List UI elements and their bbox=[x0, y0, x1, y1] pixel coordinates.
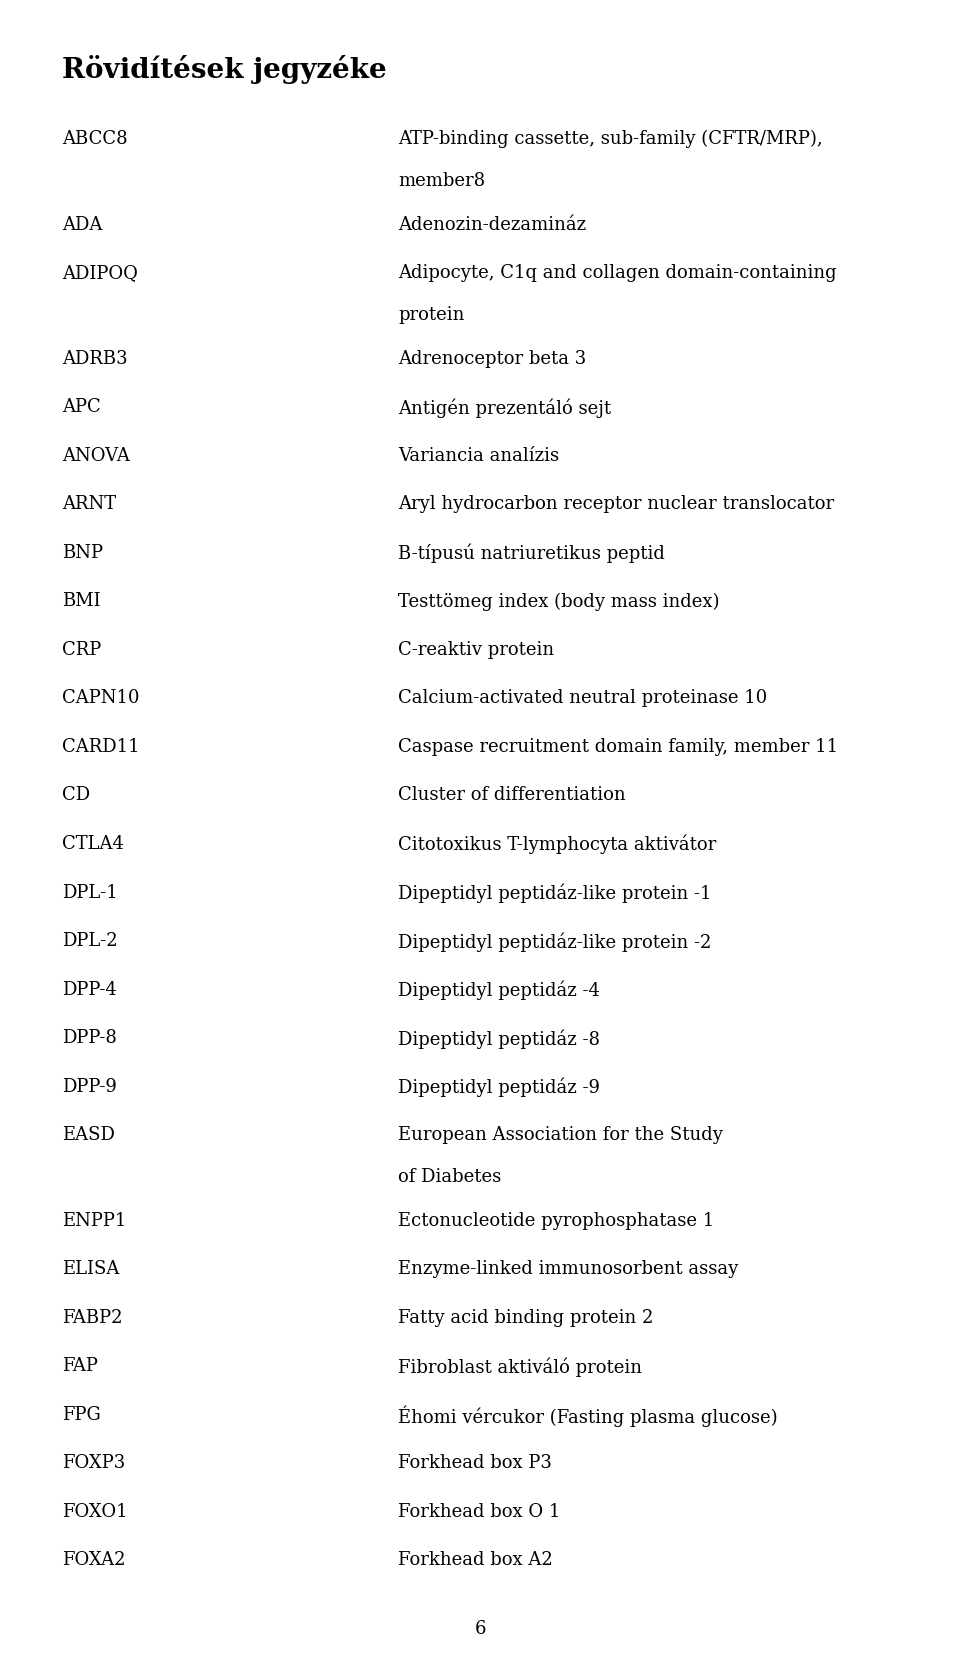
Text: Dipeptidyl peptidáz-like protein -2: Dipeptidyl peptidáz-like protein -2 bbox=[398, 932, 711, 952]
Text: European Association for the Study: European Association for the Study bbox=[398, 1125, 723, 1143]
Text: Forkhead box A2: Forkhead box A2 bbox=[398, 1551, 553, 1569]
Text: ADIPOQ: ADIPOQ bbox=[62, 265, 138, 281]
Text: ARNT: ARNT bbox=[62, 494, 116, 513]
Text: Calcium-activated neutral proteinase 10: Calcium-activated neutral proteinase 10 bbox=[398, 689, 768, 707]
Text: CTLA4: CTLA4 bbox=[62, 834, 124, 852]
Text: ELISA: ELISA bbox=[62, 1260, 120, 1278]
Text: Fatty acid binding protein 2: Fatty acid binding protein 2 bbox=[398, 1308, 654, 1326]
Text: ADRB3: ADRB3 bbox=[62, 349, 128, 368]
Text: Dipeptidyl peptidáz -4: Dipeptidyl peptidáz -4 bbox=[398, 980, 600, 1000]
Text: Caspase recruitment domain family, member 11: Caspase recruitment domain family, membe… bbox=[398, 737, 838, 755]
Text: of Diabetes: of Diabetes bbox=[398, 1166, 502, 1185]
Text: Éhomi vércukor (Fasting plasma glucose): Éhomi vércukor (Fasting plasma glucose) bbox=[398, 1404, 778, 1426]
Text: member8: member8 bbox=[398, 171, 486, 190]
Text: 6: 6 bbox=[474, 1619, 486, 1637]
Text: DPP-8: DPP-8 bbox=[62, 1028, 117, 1047]
Text: FOXO1: FOXO1 bbox=[62, 1503, 128, 1519]
Text: Forkhead box O 1: Forkhead box O 1 bbox=[398, 1503, 561, 1519]
Text: FPG: FPG bbox=[62, 1404, 101, 1423]
Text: DPL-1: DPL-1 bbox=[62, 884, 118, 900]
Text: FABP2: FABP2 bbox=[62, 1308, 123, 1326]
Text: ENPP1: ENPP1 bbox=[62, 1211, 127, 1230]
Text: Citotoxikus T-lymphocyta aktivátor: Citotoxikus T-lymphocyta aktivátor bbox=[398, 834, 717, 854]
Text: Antigén prezentáló sejt: Antigén prezentáló sejt bbox=[398, 398, 612, 418]
Text: Ectonucleotide pyrophosphatase 1: Ectonucleotide pyrophosphatase 1 bbox=[398, 1211, 714, 1230]
Text: CAPN10: CAPN10 bbox=[62, 689, 140, 707]
Text: ANOVA: ANOVA bbox=[62, 446, 131, 464]
Text: ATP-binding cassette, sub-family (CFTR/MRP),: ATP-binding cassette, sub-family (CFTR/M… bbox=[398, 130, 823, 148]
Text: EASD: EASD bbox=[62, 1125, 115, 1143]
Text: Dipeptidyl peptidáz -9: Dipeptidyl peptidáz -9 bbox=[398, 1077, 600, 1097]
Text: Forkhead box P3: Forkhead box P3 bbox=[398, 1454, 552, 1471]
Text: ADA: ADA bbox=[62, 215, 103, 233]
Text: Adrenoceptor beta 3: Adrenoceptor beta 3 bbox=[398, 349, 587, 368]
Text: Adipocyte, C1q and collagen domain-containing: Adipocyte, C1q and collagen domain-conta… bbox=[398, 265, 837, 281]
Text: Adenozin-dezamináz: Adenozin-dezamináz bbox=[398, 215, 587, 233]
Text: DPP-9: DPP-9 bbox=[62, 1077, 117, 1095]
Text: Fibroblast aktiváló protein: Fibroblast aktiváló protein bbox=[398, 1356, 642, 1376]
Text: APC: APC bbox=[62, 398, 101, 416]
Text: FAP: FAP bbox=[62, 1356, 98, 1374]
Text: Rövidítések jegyzéke: Rövidítések jegyzéke bbox=[62, 55, 387, 83]
Text: Variancia analízis: Variancia analízis bbox=[398, 446, 560, 464]
Text: Aryl hydrocarbon receptor nuclear translocator: Aryl hydrocarbon receptor nuclear transl… bbox=[398, 494, 834, 513]
Text: B-típusú natriuretikus peptid: B-típusú natriuretikus peptid bbox=[398, 544, 665, 562]
Text: Dipeptidyl peptidáz -8: Dipeptidyl peptidáz -8 bbox=[398, 1028, 600, 1048]
Text: BNP: BNP bbox=[62, 544, 104, 561]
Text: BMI: BMI bbox=[62, 592, 101, 611]
Text: CARD11: CARD11 bbox=[62, 737, 140, 755]
Text: protein: protein bbox=[398, 306, 465, 324]
Text: CRP: CRP bbox=[62, 641, 102, 659]
Text: FOXA2: FOXA2 bbox=[62, 1551, 126, 1569]
Text: ABCC8: ABCC8 bbox=[62, 130, 128, 148]
Text: CD: CD bbox=[62, 785, 90, 804]
Text: Enzyme-linked immunosorbent assay: Enzyme-linked immunosorbent assay bbox=[398, 1260, 738, 1278]
Text: Cluster of differentiation: Cluster of differentiation bbox=[398, 785, 626, 804]
Text: Dipeptidyl peptidáz-like protein -1: Dipeptidyl peptidáz-like protein -1 bbox=[398, 884, 712, 902]
Text: C-reaktiv protein: C-reaktiv protein bbox=[398, 641, 555, 659]
Text: DPP-4: DPP-4 bbox=[62, 980, 117, 998]
Text: Testtömeg index (body mass index): Testtömeg index (body mass index) bbox=[398, 592, 720, 611]
Text: DPL-2: DPL-2 bbox=[62, 932, 118, 950]
Text: FOXP3: FOXP3 bbox=[62, 1454, 126, 1471]
